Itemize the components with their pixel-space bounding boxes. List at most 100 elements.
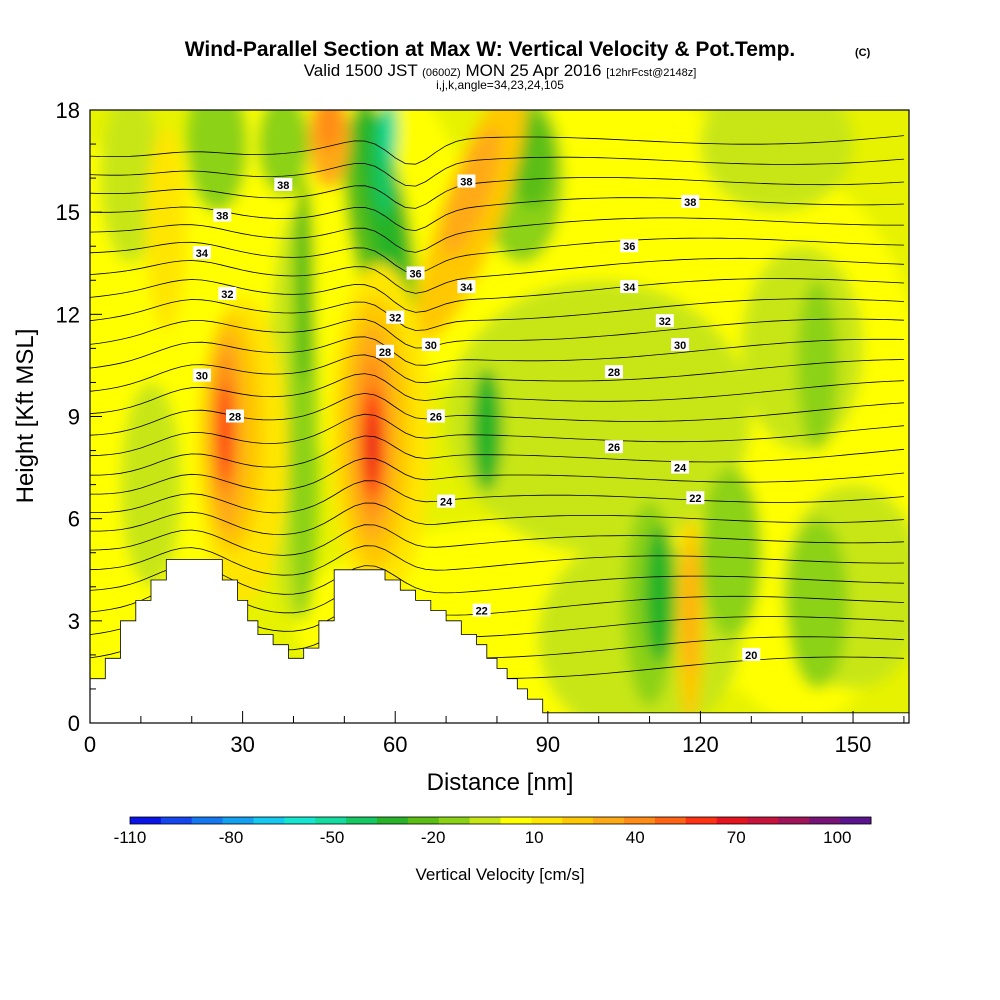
contour-label: 38 bbox=[681, 194, 700, 209]
velocity-blob bbox=[797, 280, 838, 451]
velocity-blob bbox=[382, 110, 398, 162]
colorbar-tick-label: 10 bbox=[525, 828, 544, 847]
contour-label: 28 bbox=[604, 365, 623, 379]
colorbar-swatch bbox=[346, 817, 378, 824]
contour-label: 32 bbox=[386, 310, 405, 325]
theta-contour-line bbox=[90, 336, 904, 369]
colorbar-swatch bbox=[809, 817, 841, 824]
valid-time-text: Valid 1500 JST (0600Z) MON 25 Apr 2016 [… bbox=[304, 61, 697, 80]
contour-label-text: 34 bbox=[460, 282, 473, 294]
theta-contour-line bbox=[90, 135, 904, 165]
contour-label-text: 34 bbox=[623, 282, 636, 294]
velocity-blob bbox=[700, 110, 854, 213]
colorbar-swatch bbox=[191, 817, 224, 824]
contour-label: 20 bbox=[742, 647, 761, 662]
contour-label: 24 bbox=[437, 494, 456, 509]
contour-label-text: 38 bbox=[684, 197, 696, 209]
contour-label: 26 bbox=[604, 440, 623, 454]
colorbar-swatch bbox=[593, 817, 625, 824]
contour-label-text: 28 bbox=[379, 347, 391, 359]
y-tick-label: 3 bbox=[68, 609, 80, 634]
contour-label-text: 38 bbox=[460, 177, 472, 189]
contour-label-text: 26 bbox=[608, 442, 620, 454]
colorbar-swatch bbox=[531, 817, 563, 824]
velocity-blob bbox=[684, 552, 697, 676]
y-tick-label: 0 bbox=[68, 711, 80, 736]
contour-label-text: 22 bbox=[476, 606, 488, 618]
theta-contour-line bbox=[90, 457, 904, 495]
colorbar-swatch bbox=[469, 817, 501, 824]
contour-label: 38 bbox=[274, 177, 293, 192]
contour-label: 28 bbox=[376, 344, 395, 359]
colorbar-swatch bbox=[377, 817, 409, 824]
contour-label-text: 32 bbox=[659, 316, 671, 328]
contour-label-text: 34 bbox=[196, 248, 209, 260]
theta-contour-line bbox=[90, 278, 904, 313]
colorbar-swatch bbox=[500, 817, 532, 824]
velocity-blob bbox=[700, 467, 762, 638]
x-tick-label: 0 bbox=[84, 732, 96, 757]
contour-label: 28 bbox=[225, 409, 244, 424]
terrain-mask bbox=[90, 559, 909, 723]
contour-label-text: 26 bbox=[430, 412, 442, 424]
colorbar-tick-label: -80 bbox=[219, 828, 244, 847]
velocity-blob bbox=[644, 525, 675, 662]
contour-label: 24 bbox=[671, 460, 690, 475]
contour-label-text: 24 bbox=[674, 463, 687, 475]
colorbar-swatch bbox=[624, 817, 656, 824]
velocity-blob bbox=[218, 382, 232, 485]
x-tick-label: 30 bbox=[230, 732, 254, 757]
chart-title: Wind-Parallel Section at Max W: Vertical… bbox=[185, 38, 796, 61]
contour-label: 36 bbox=[620, 239, 639, 253]
velocity-blob bbox=[288, 280, 319, 621]
valid-time-part-b: (0600Z) bbox=[422, 67, 461, 79]
colorbar-swatch bbox=[840, 817, 872, 824]
contour-label: 32 bbox=[218, 286, 237, 301]
contour-label-text: 24 bbox=[440, 497, 453, 509]
colorbar-tick-label: 40 bbox=[626, 828, 645, 847]
y-tick-label: 15 bbox=[56, 200, 80, 225]
velocity-blob bbox=[471, 368, 503, 492]
contour-label: 30 bbox=[671, 337, 690, 352]
velocity-blob bbox=[145, 127, 187, 332]
contour-label-text: 32 bbox=[221, 289, 233, 301]
copyright-mark: (C) bbox=[855, 47, 871, 59]
y-tick-label: 6 bbox=[68, 507, 80, 532]
theta-contour-line bbox=[90, 392, 904, 436]
contour-label: 34 bbox=[620, 280, 639, 294]
colorbar-swatch bbox=[284, 817, 316, 824]
x-tick-label: 120 bbox=[682, 732, 719, 757]
contour-label: 36 bbox=[406, 266, 425, 280]
theta-contour-line bbox=[90, 373, 904, 415]
colorbar-swatch bbox=[130, 817, 162, 824]
theta-contour-line bbox=[90, 545, 904, 576]
y-tick-label: 12 bbox=[56, 302, 80, 327]
colorbar-swatch bbox=[747, 817, 779, 824]
colorbar-swatch bbox=[407, 817, 440, 824]
velocity-blob bbox=[186, 110, 248, 213]
theta-contour-line bbox=[90, 318, 904, 349]
colorbar-swatch bbox=[562, 817, 594, 824]
x-axis: 0 30 60 90 120 150 bbox=[84, 711, 905, 757]
colorbar-frame bbox=[129, 816, 872, 825]
contour-label: 30 bbox=[192, 368, 211, 383]
contour-label-text: 30 bbox=[674, 340, 686, 352]
velocity-blob bbox=[786, 518, 848, 689]
colorbar-swatch bbox=[778, 817, 810, 824]
theta-contour-line bbox=[90, 257, 904, 294]
y-tick-label: 9 bbox=[68, 405, 80, 430]
colorbar-swatch bbox=[716, 817, 748, 824]
contour-label-text: 36 bbox=[409, 268, 421, 280]
chart-title-group: Wind-Parallel Section at Max W: Vertical… bbox=[185, 38, 871, 92]
colorbar-title: Vertical Velocity [cm/s] bbox=[415, 865, 584, 884]
x-tick-label: 150 bbox=[835, 732, 872, 757]
y-axis: 0 3 6 9 12 15 18 bbox=[56, 98, 102, 736]
theta-contour-line bbox=[90, 480, 904, 514]
theta-contour-line bbox=[90, 502, 904, 535]
contour-label: 22 bbox=[686, 491, 705, 505]
colorbar-tick-label: 100 bbox=[823, 828, 851, 847]
theta-contour-line bbox=[90, 217, 904, 253]
